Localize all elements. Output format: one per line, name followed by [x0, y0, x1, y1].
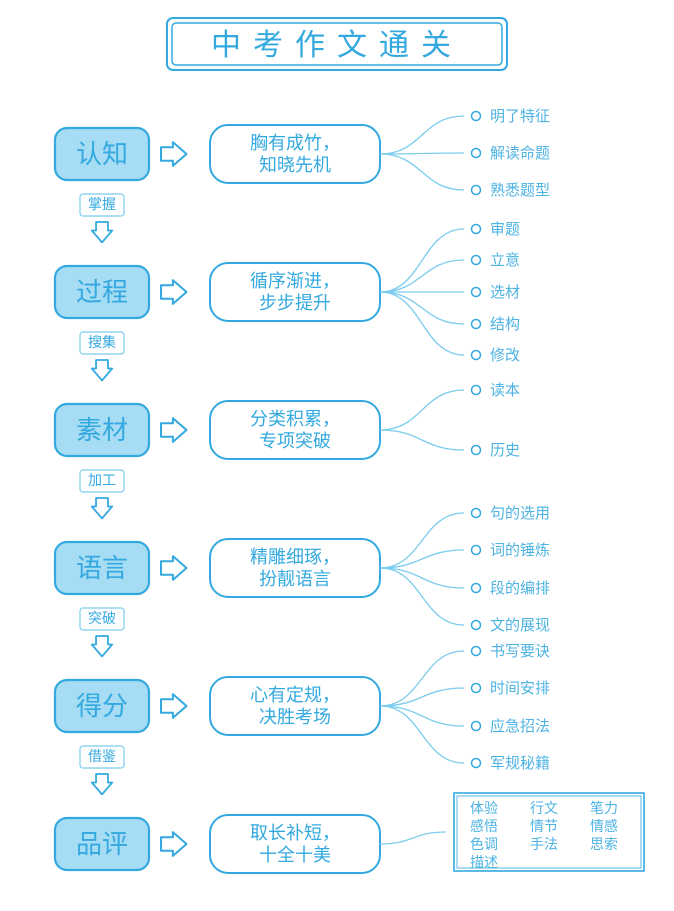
leaf-dot-icon	[472, 351, 481, 360]
leaf-dot-icon	[472, 288, 481, 297]
leaves-box-cell: 感悟	[470, 818, 498, 835]
leaf-label: 历史	[490, 442, 520, 459]
connector-line	[380, 154, 464, 190]
arrow-right-icon	[161, 694, 187, 718]
stage-label: 品评	[76, 830, 128, 859]
stage-label: 得分	[76, 692, 128, 721]
leaf-dot-icon	[472, 446, 481, 455]
connector-line	[380, 513, 464, 568]
connector-line	[380, 292, 464, 324]
connector-line	[380, 568, 464, 588]
leaf-dot-icon	[472, 256, 481, 265]
leaf-label: 读本	[490, 382, 520, 399]
leaf-label: 句的选用	[490, 505, 550, 522]
leaf-dot-icon	[472, 386, 481, 395]
connector-line	[380, 390, 464, 430]
leaves-box-cell: 手法	[530, 837, 558, 853]
arrow-right-icon	[161, 556, 187, 580]
leaf-label: 立意	[490, 251, 520, 269]
leaf-dot-icon	[472, 509, 481, 518]
connector-label: 突破	[88, 611, 116, 627]
summary-line: 十全十美	[259, 845, 331, 865]
leaf-label: 军规秘籍	[490, 755, 550, 772]
stage-label: 素材	[76, 416, 128, 445]
leaf-dot-icon	[472, 759, 481, 768]
leaf-label: 时间安排	[490, 680, 550, 697]
connector-line	[380, 651, 464, 706]
leaf-label: 解读命题	[490, 144, 550, 162]
arrow-down-icon	[92, 636, 112, 656]
stage-label: 语言	[76, 554, 128, 583]
connector-label: 加工	[88, 473, 116, 489]
leaf-label: 文的展现	[490, 617, 550, 634]
summary-line: 胸有成竹，	[250, 133, 340, 153]
leaf-label: 修改	[490, 347, 520, 364]
leaf-label: 词的锤炼	[490, 542, 550, 559]
connector-line	[380, 550, 464, 568]
leaf-label: 审题	[490, 221, 520, 238]
connector-line	[380, 688, 464, 706]
arrow-right-icon	[161, 280, 187, 304]
summary-line: 步步提升	[259, 293, 331, 313]
summary-line: 精雕细琢，	[250, 547, 340, 567]
leaf-dot-icon	[472, 149, 481, 158]
leaves-box-cell: 行文	[530, 801, 558, 817]
stage-label: 认知	[76, 140, 128, 169]
leaves-box-cell: 色调	[470, 836, 498, 853]
leaf-label: 熟悉题型	[490, 182, 550, 199]
arrow-down-icon	[92, 360, 112, 380]
leaf-dot-icon	[472, 684, 481, 693]
arrow-down-icon	[92, 222, 112, 242]
arrow-right-icon	[161, 418, 187, 442]
connector-line	[380, 706, 464, 726]
page-title: 中考作文通关	[211, 29, 463, 62]
summary-line: 知晓先机	[259, 155, 331, 175]
leaf-label: 段的编排	[490, 580, 550, 597]
leaf-dot-icon	[472, 546, 481, 555]
leaf-dot-icon	[472, 112, 481, 121]
summary-line: 取长补短，	[250, 823, 340, 843]
connector-line	[380, 568, 464, 625]
arrow-down-icon	[92, 774, 112, 794]
leaf-label: 应急招法	[490, 717, 550, 735]
summary-line: 专项突破	[259, 431, 331, 451]
leaves-box-cell: 情节	[530, 819, 558, 835]
leaf-dot-icon	[472, 647, 481, 656]
leaf-dot-icon	[472, 722, 481, 731]
summary-line: 分类积累，	[250, 409, 340, 429]
summary-line: 决胜考场	[259, 707, 331, 727]
connector-label: 搜集	[88, 334, 116, 351]
leaf-label: 结构	[490, 316, 520, 333]
leaf-label: 书写要诀	[490, 643, 550, 660]
summary-line: 心有定规，	[250, 685, 340, 705]
arrow-down-icon	[92, 498, 112, 518]
leaf-dot-icon	[472, 621, 481, 630]
leaves-box-cell: 情感	[590, 818, 618, 835]
leaf-dot-icon	[472, 320, 481, 329]
connector-label: 掌握	[88, 197, 116, 213]
leaves-box-cell: 描述	[470, 855, 498, 871]
leaf-dot-icon	[472, 584, 481, 593]
stage-label: 过程	[76, 278, 128, 307]
arrow-right-icon	[161, 142, 187, 166]
leaf-label: 选材	[490, 284, 520, 301]
leaf-label: 明了特征	[490, 108, 550, 125]
leaves-box-cell: 笔力	[590, 801, 618, 817]
arrow-right-icon	[161, 832, 187, 856]
summary-line: 循序渐进，	[250, 271, 340, 291]
leaf-dot-icon	[472, 225, 481, 234]
leaf-dot-icon	[472, 186, 481, 195]
connector-line	[380, 706, 464, 763]
connector-line	[380, 260, 464, 292]
leaves-box-cell: 体验	[470, 801, 498, 817]
connector-line	[380, 832, 446, 844]
connector-line	[380, 430, 464, 450]
leaves-box-cell: 思索	[590, 836, 618, 853]
connector-line	[380, 116, 464, 154]
summary-line: 扮靓语言	[259, 569, 331, 589]
connector-label: 借鉴	[88, 749, 116, 765]
